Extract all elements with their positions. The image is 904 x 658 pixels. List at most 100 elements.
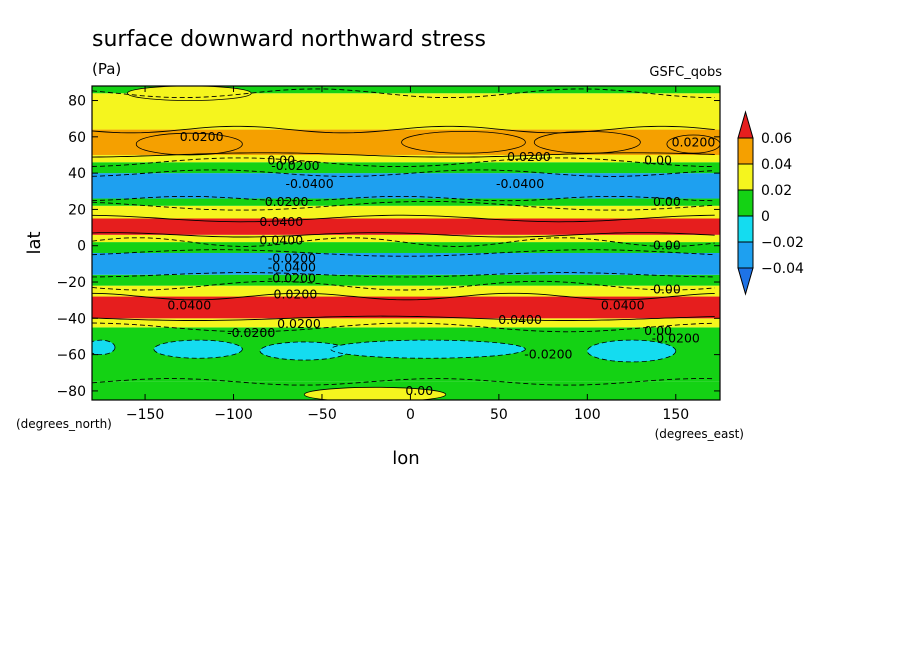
x-tick-label-0: −150 [126, 407, 164, 423]
contour-label-15: -0.0200 [268, 270, 316, 285]
band-10 [92, 205, 720, 219]
contour-label-17: 0.00 [653, 281, 681, 296]
contour-line-17 [92, 88, 715, 99]
contour-label-1: 0.0200 [672, 134, 716, 149]
x-tick-label-3: 0 [406, 407, 415, 423]
x-axis-units: (degrees_east) [655, 427, 744, 441]
contour-label-16: 0.0200 [274, 287, 318, 302]
x-tick-label-1: −100 [214, 407, 252, 423]
colorbar-max-arrow [737, 110, 754, 139]
contour-line-9 [92, 232, 715, 238]
source-label: GSFC_qobs [649, 65, 722, 80]
band-17 [92, 86, 720, 94]
y-axis-label: lat [24, 231, 45, 254]
band-8 [92, 234, 720, 243]
contour-label-19: 0.0400 [601, 298, 645, 313]
colorbar-tick-label-4: −0.02 [761, 235, 804, 251]
y-tick-label-7: −60 [56, 348, 86, 364]
contour-label-3: 0.00 [267, 152, 295, 167]
blob-5 [153, 339, 243, 359]
band-12 [92, 173, 720, 199]
chart-title: surface downward northward stress [92, 27, 486, 52]
contour-label-7: 0.00 [644, 152, 672, 167]
contour-label-13: -0.0200 [268, 250, 316, 265]
band-7 [92, 242, 720, 253]
plot-frame [91, 85, 721, 401]
contour-label-5: -0.0400 [285, 176, 333, 191]
colorbar-tick-label-2: 0.02 [761, 183, 792, 199]
colorbar-min-arrow [737, 267, 754, 296]
y-tick-label-2: 40 [68, 166, 86, 182]
y-tick-label-0: 80 [68, 94, 86, 110]
blob-4 [126, 86, 252, 101]
contour-label-23: 0.00 [644, 323, 672, 338]
contour-line-16 [92, 125, 715, 134]
x-tick-label-2: −50 [307, 407, 337, 423]
contour-line-4 [92, 292, 715, 301]
contour-line-15 [92, 152, 715, 158]
contour-line-3 [92, 315, 715, 321]
contour-label-8: 0.0200 [265, 194, 309, 209]
band-5 [92, 274, 720, 286]
contour-label-12: 0.00 [653, 238, 681, 253]
band-3 [92, 296, 720, 319]
band-9 [92, 218, 720, 235]
x-axis-label: lon [392, 448, 419, 469]
colorbar-seg-1 [737, 163, 754, 191]
contour-line-10 [92, 214, 715, 223]
contour-label-18: 0.0400 [167, 298, 211, 313]
y-tick-label-8: −80 [56, 384, 86, 400]
colorbar-seg-3 [737, 215, 754, 243]
contour-line-14 [92, 157, 715, 168]
x-axis: −150 −100 −50 0 50 100 150 [126, 86, 689, 423]
contour-label-4: -0.0200 [271, 158, 319, 173]
x-tick-label-6: 150 [662, 407, 689, 423]
contour-label-21: 0.0200 [277, 316, 321, 331]
colorbar-seg-4 [737, 241, 754, 269]
colorbar-tick-label-3: 0 [761, 209, 770, 225]
band-6 [92, 252, 720, 275]
colorbar-tick-label-0: 0.06 [761, 131, 792, 147]
contour-label-14: -0.0400 [268, 260, 316, 275]
colorbar-seg-2 [737, 189, 754, 217]
y-tick-label-6: −40 [56, 311, 86, 327]
band-14 [92, 154, 720, 163]
contour-label-6: -0.0400 [496, 176, 544, 191]
y-tick-label-1: 60 [68, 130, 86, 146]
band-4 [92, 285, 720, 297]
y-axis-units: (degrees_north) [16, 417, 112, 431]
contour-label-2: 0.0200 [507, 149, 551, 164]
band-13 [92, 162, 720, 174]
contour-label-10: 0.0400 [259, 232, 303, 247]
blob-9 [92, 339, 116, 356]
contour-label-11: 0.00 [653, 194, 681, 209]
plot-area [92, 86, 720, 400]
y-tick-label-4: 0 [77, 239, 86, 255]
blob-0 [135, 132, 243, 156]
contour-label-25: -0.0200 [524, 347, 572, 362]
x-tick-label-4: 50 [490, 407, 508, 423]
blob-8 [586, 339, 677, 363]
colorbar-tick-label-5: −0.04 [761, 261, 804, 277]
contour-label-22: -0.0200 [227, 325, 275, 340]
colorbar-seg-0 [737, 137, 754, 165]
contour-line-5 [92, 280, 715, 291]
contour-line-2 [92, 322, 715, 333]
contour-label-9: 0.0400 [259, 214, 303, 229]
y-tick-label-5: −20 [56, 275, 86, 291]
contour-line-8 [92, 237, 715, 247]
y-tick-label-3: 20 [68, 202, 86, 218]
x-tick-label-5: 100 [574, 407, 601, 423]
contour-label-26: 0.00 [405, 383, 433, 398]
contour-label-0: 0.0200 [180, 129, 224, 144]
colorbar-tick-label-1: 0.04 [761, 157, 792, 173]
contour-label-20: 0.0400 [498, 312, 542, 327]
blob-1 [401, 130, 526, 154]
colorbar: 0.06 0.04 0.02 0 −0.02 −0.04 [737, 110, 804, 296]
contour-lines [92, 88, 715, 386]
blob-7 [330, 339, 526, 359]
y-axis: 80 60 40 20 0 −20 −40 −60 −80 [56, 94, 720, 400]
